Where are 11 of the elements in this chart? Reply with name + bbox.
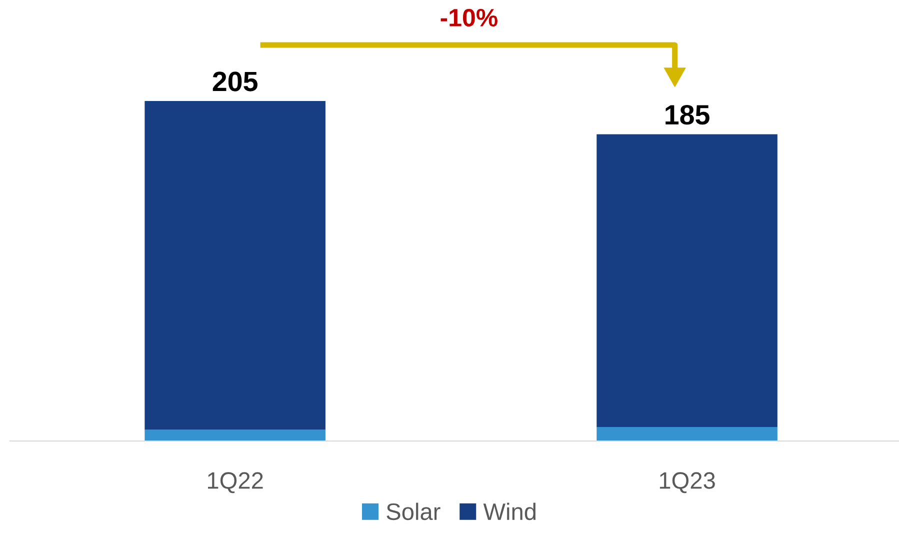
annotation: 185 (666, 104, 710, 125)
text: -10% (440, 8, 498, 27)
bar (144, 100, 326, 430)
legend-label: Wind (483, 502, 536, 520)
bar (596, 134, 778, 428)
bar (596, 427, 778, 441)
x-tick-label: 1Q23 (660, 472, 715, 494)
bar (144, 429, 326, 441)
x-tick-label: 1Q22 (208, 472, 263, 494)
legend-label: Solar (386, 502, 440, 520)
annotation: 205 (212, 72, 258, 92)
